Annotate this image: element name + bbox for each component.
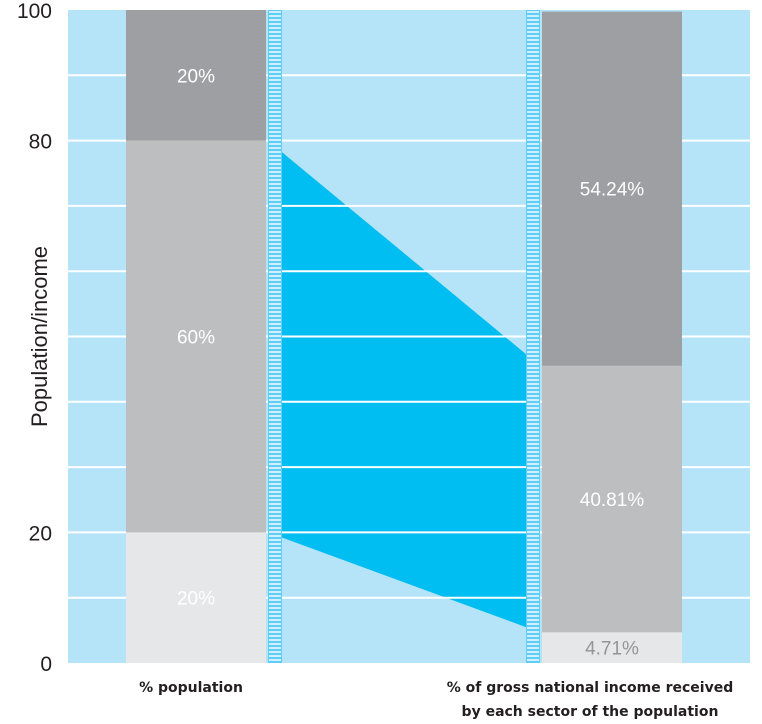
y-tick-label-20: 20 <box>29 522 52 545</box>
bar-1-segment-0 <box>542 632 682 663</box>
bar-0-segment-1-label: 60% <box>177 328 215 349</box>
x-category-label-0: % population <box>96 676 286 700</box>
y-tick-label-100: 100 <box>17 0 52 23</box>
bar-0-segment-0-label: 20% <box>177 589 215 610</box>
x-category-label-1-line-0: % of gross national income received <box>446 680 734 696</box>
y-tick-label-0: 0 <box>40 653 52 676</box>
bar-0-segment-1 <box>126 140 266 533</box>
bar-1-segment-2-label: 54.24% <box>580 180 645 201</box>
bar-0-segment-0 <box>126 532 266 663</box>
bar-0-segment-2 <box>126 10 266 141</box>
bar-1-segment-1 <box>542 365 682 633</box>
bar-1-segment-1-label: 40.81% <box>580 490 645 511</box>
connector-area <box>268 140 540 633</box>
bar-1-segment-0-label: 4.71% <box>585 639 639 660</box>
y-axis-title: Population/income <box>27 246 52 427</box>
x-category-label-1-line-1: by each sector of the population <box>461 704 719 720</box>
bar-1-segment-2 <box>542 11 682 366</box>
x-category-label-1: % of gross national income received by e… <box>420 676 760 724</box>
y-tick-label-80: 80 <box>29 131 52 154</box>
x-category-label-0-line-0: % population <box>139 680 243 696</box>
bar-0-segment-2-label: 20% <box>177 66 215 87</box>
